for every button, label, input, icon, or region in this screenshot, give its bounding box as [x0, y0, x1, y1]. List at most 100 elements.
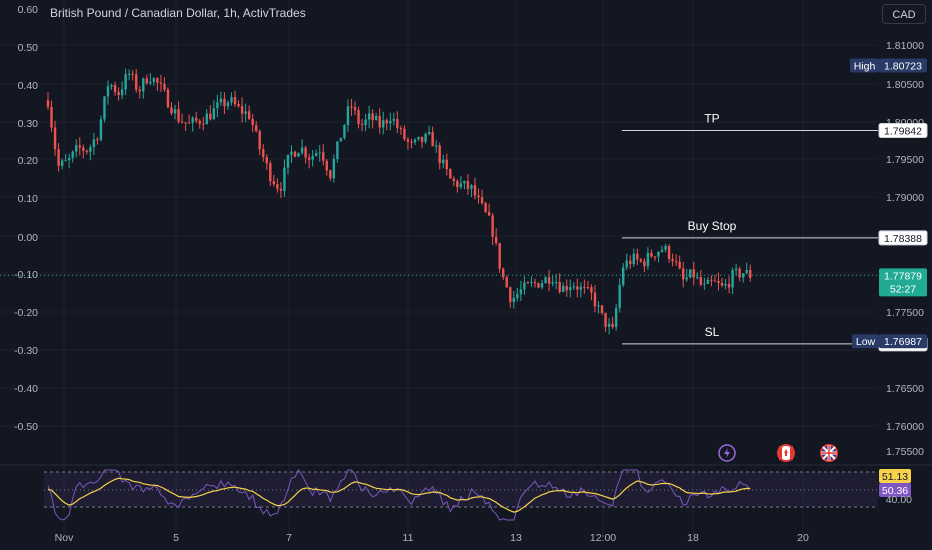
time-tick-label: 5 [173, 532, 179, 544]
candle-body [240, 106, 244, 114]
candle-body [339, 137, 343, 142]
candle-body [512, 298, 516, 303]
signal-value-label: 51.13 [882, 471, 908, 483]
candle-body [554, 282, 558, 284]
candle-body [498, 243, 501, 269]
candle-body [46, 100, 50, 108]
signal-line [47, 477, 751, 513]
candle-body [720, 283, 724, 286]
candle-body [336, 141, 339, 160]
candle-body [643, 261, 646, 267]
candle-body [297, 153, 300, 157]
left-tick-label: -0.50 [14, 421, 38, 433]
candle-body [364, 119, 367, 125]
candle-body [269, 163, 272, 182]
candle-body [360, 123, 364, 125]
trade-levels: TP Buy Stop SL [622, 111, 878, 345]
candle-body [533, 282, 537, 284]
right-tick-label: 1.76500 [886, 383, 924, 395]
left-tick-label: -0.30 [14, 345, 38, 357]
candle-body [699, 277, 703, 285]
candle-body [159, 82, 163, 84]
candle-body [523, 282, 526, 290]
candle-body [646, 252, 650, 267]
time-tick-label: Nov [55, 532, 74, 544]
left-tick-label: -0.40 [14, 383, 38, 395]
candle-body [727, 284, 731, 288]
candle-body [717, 281, 720, 284]
candle-body [597, 305, 600, 307]
candle-body [131, 73, 134, 75]
candle-body [149, 81, 152, 84]
candle-body [745, 270, 748, 274]
candle-body [586, 287, 590, 289]
candle-body [367, 113, 371, 120]
candle-body [710, 279, 713, 281]
time-tick-label: 12:00 [590, 532, 616, 544]
candle-body [251, 118, 254, 126]
candle-body [519, 289, 523, 295]
candle-body [452, 178, 456, 182]
candle-body [424, 133, 427, 142]
right-tick-label: 1.76000 [886, 421, 924, 433]
candle-body [526, 282, 530, 284]
price-labels: 1.798421.783881.76951High1.80723Low1.769… [850, 58, 928, 352]
candle-body [558, 282, 561, 292]
level-label: SL [705, 325, 720, 339]
candle-body [262, 149, 265, 158]
candle-body [463, 181, 466, 184]
candle-body [230, 97, 233, 103]
candle-body [75, 145, 78, 152]
event-markers[interactable] [718, 444, 838, 462]
canada-flag-icon[interactable] [777, 444, 795, 462]
candle-body [124, 74, 127, 90]
candle-body [279, 188, 283, 191]
candle-body [353, 107, 357, 111]
level-label: TP [704, 111, 719, 125]
candle-body [551, 282, 554, 284]
uk-flag-icon[interactable] [820, 444, 838, 462]
candle-body [325, 160, 328, 171]
time-tick-label: 7 [286, 532, 292, 544]
candle-body [590, 287, 593, 293]
candle-body [456, 181, 459, 188]
candle-body [540, 283, 544, 288]
lightning-icon[interactable] [718, 444, 736, 462]
candle-body [382, 120, 385, 128]
candle-body [67, 157, 71, 161]
candle-body [233, 97, 237, 105]
candle-body [618, 284, 621, 308]
candle-body [117, 91, 120, 96]
candle-body [346, 106, 350, 125]
candle-body [544, 277, 547, 284]
candle-body [738, 268, 741, 278]
time-tick-label: 20 [797, 532, 809, 544]
candle-body [611, 323, 614, 328]
candle-body [71, 151, 74, 158]
candle-body [311, 155, 314, 160]
candle-body [244, 111, 247, 114]
candle-body [516, 294, 519, 299]
candle-body [604, 312, 607, 327]
candle-body [82, 147, 85, 151]
candle-body [135, 74, 138, 90]
candle-body [166, 89, 170, 108]
candle-body [494, 236, 498, 244]
candle-body [639, 259, 643, 262]
candle-body [64, 160, 67, 162]
candle-body [434, 145, 438, 147]
candle-body [399, 128, 403, 130]
candle-body [205, 113, 208, 125]
candle-body [53, 127, 57, 150]
candle-body [470, 185, 473, 189]
candle-body [396, 119, 399, 129]
time-tick-label: 13 [510, 532, 522, 544]
candle-body [99, 119, 103, 140]
candle-body [177, 109, 180, 122]
candle-body [247, 111, 251, 119]
right-tick-label: 1.75500 [886, 446, 924, 458]
candle-body [343, 124, 346, 138]
currency-button[interactable]: CAD [882, 4, 926, 24]
